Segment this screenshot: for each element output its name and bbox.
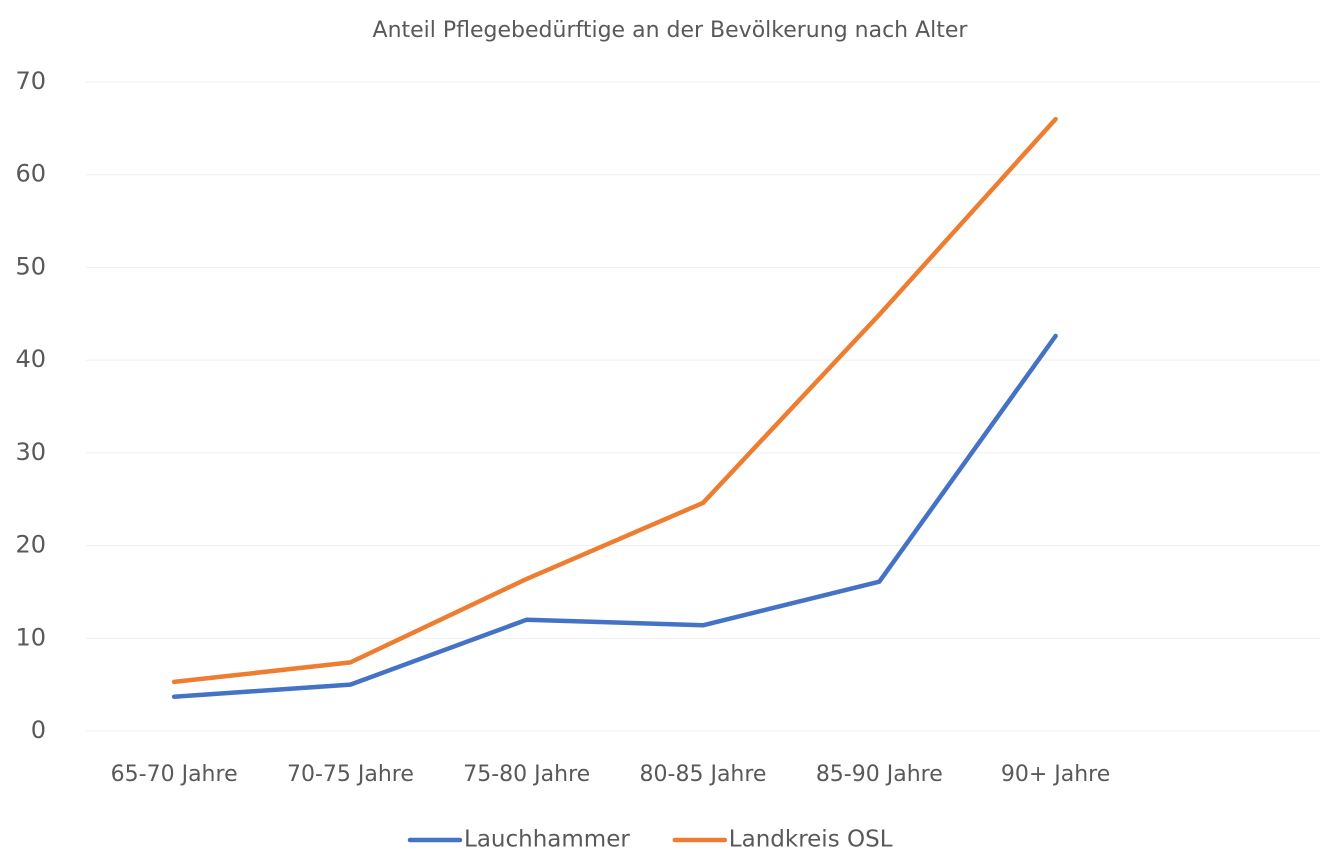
- x-tick-label: 75-80 Jahre: [463, 762, 590, 787]
- y-tick-label: 20: [15, 531, 46, 559]
- y-tick-label: 70: [15, 67, 46, 95]
- y-tick-label: 30: [15, 438, 46, 466]
- legend-label: Lauchhammer: [464, 827, 630, 853]
- legend-label: Landkreis OSL: [729, 827, 893, 853]
- x-tick-label: 70-75 Jahre: [287, 762, 414, 787]
- line-series: [171, 116, 1058, 685]
- y-tick-label: 60: [15, 160, 46, 188]
- x-tick-label: 80-85 Jahre: [640, 762, 767, 787]
- x-tick-label: 90+ Jahre: [1001, 762, 1110, 787]
- x-tick-label: 85-90 Jahre: [816, 762, 943, 787]
- y-tick-label: 50: [15, 252, 46, 280]
- y-tick-label: 40: [15, 345, 46, 373]
- y-tick-label: 0: [31, 716, 46, 744]
- y-tick-label: 10: [15, 623, 46, 651]
- chart-title: Anteil Pflegebedürftige an der Bevölkeru…: [373, 18, 969, 43]
- line-series: [171, 333, 1058, 699]
- x-tick-label: 65-70 Jahre: [111, 762, 238, 787]
